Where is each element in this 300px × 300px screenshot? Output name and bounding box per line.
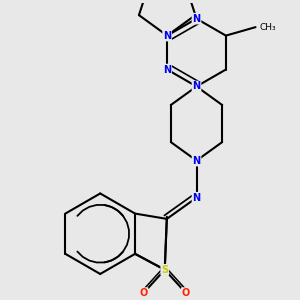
Text: S: S	[161, 265, 168, 275]
Text: N: N	[163, 64, 171, 74]
Text: O: O	[182, 288, 190, 298]
Text: N: N	[193, 193, 201, 203]
Text: CH₃: CH₃	[260, 22, 276, 32]
Text: N: N	[193, 82, 201, 92]
Text: N: N	[193, 156, 201, 166]
Text: N: N	[193, 14, 201, 24]
Text: N: N	[163, 31, 171, 40]
Text: O: O	[140, 288, 148, 298]
